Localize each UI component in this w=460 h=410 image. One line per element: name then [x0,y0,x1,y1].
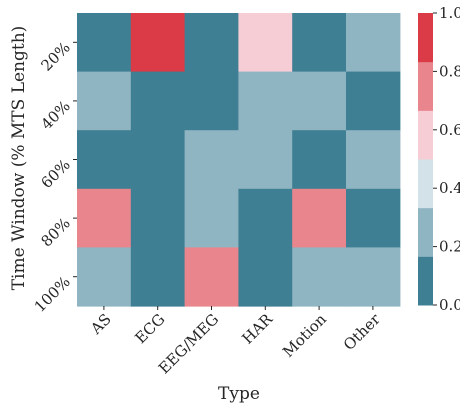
colorbar-tick-label: 0.2 [439,238,460,256]
heatmap-cell [130,130,186,190]
heatmap-cell [238,13,293,73]
heatmap-cell [346,71,401,131]
colorbar-tick-label: 0.4 [439,179,460,197]
heatmap-cell [184,71,239,131]
heatmap-cell [130,188,186,248]
heatmap-cell [77,247,132,307]
colorbar-band [418,256,433,306]
colorbar-tick-label: 0.0 [439,296,460,314]
colorbar-band [418,61,433,111]
heatmap-cell [292,188,347,248]
colorbar-tick-label: 1.0 [439,4,460,22]
heatmap-cell [346,247,401,307]
x-tick-label: Other [340,310,384,354]
y-tick-label: 60% [38,156,74,192]
heatmap-cell [77,130,132,190]
heatmap-cell [77,13,132,73]
heatmap-cell [292,130,347,190]
heatmap-cells [77,13,401,307]
heatmap-cell [77,71,132,131]
x-tick-label: Motion [279,310,330,361]
y-tick-labels: 20% 40% 60% 80% 100% [31,38,77,316]
colorbar-band [418,13,433,63]
colorbar-tick-label: 0.8 [439,62,460,80]
x-axis-title: Type [218,384,260,404]
heatmap-cell [130,71,186,131]
heatmap-cell [292,71,347,131]
heatmap-cell [184,13,239,73]
y-axis-title: Time Window (% MTS Length) [9,26,29,291]
heatmap-cell [292,13,347,73]
x-tick-label: AS [86,310,114,338]
heatmap-cell [346,188,401,248]
colorbar-band [418,207,433,257]
heatmap-cell [184,130,239,190]
heatmap-cell [184,247,239,307]
heatmap-cell [238,188,293,248]
heatmap-cell [130,247,186,307]
heatmap-cell [346,130,401,190]
colorbar-band [418,110,433,160]
colorbar-tick-label: 0.6 [439,121,460,139]
x-tick-label: ECG [131,310,168,347]
x-tick-label: HAR [238,310,276,348]
y-tick-label: 80% [38,214,74,250]
heatmap-cell [130,13,186,73]
heatmap-cell [238,71,293,131]
heatmap-cell [77,188,132,248]
heatmap-cell [238,130,293,190]
colorbar-band [418,159,433,209]
heatmap-cell [292,247,347,307]
heatmap-cell [238,247,293,307]
heatmap-cell [184,188,239,248]
heatmap-cell [346,13,401,73]
y-tick-label: 40% [38,97,74,133]
y-tick-label: 20% [38,38,74,74]
colorbar: 0.0 0.2 0.4 0.6 0.8 1.0 [418,4,460,314]
y-tick-label: 100% [31,273,74,316]
